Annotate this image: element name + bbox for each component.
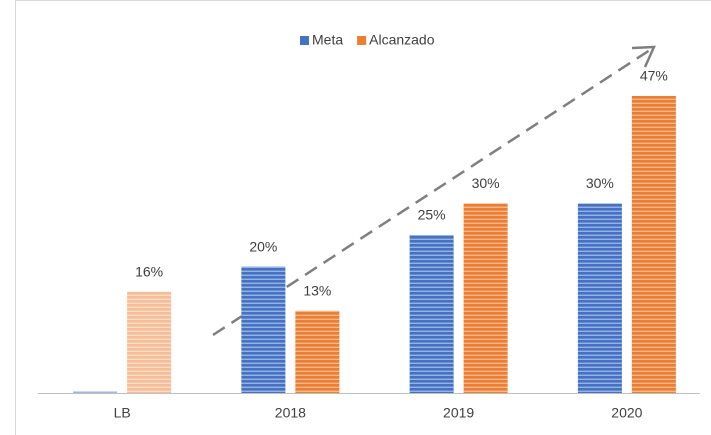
data-label: 25% bbox=[418, 207, 446, 223]
bar-texture bbox=[241, 266, 286, 393]
x-tick-label: 2019 bbox=[443, 405, 474, 421]
data-label: 13% bbox=[303, 283, 331, 299]
legend-label: Alcanzado bbox=[369, 32, 435, 48]
data-label: 16% bbox=[135, 264, 163, 280]
bar-texture bbox=[409, 235, 454, 393]
data-label: 30% bbox=[472, 175, 500, 191]
legend-swatch bbox=[300, 36, 309, 45]
x-tick-label: 2020 bbox=[611, 405, 642, 421]
trend-arrow bbox=[212, 45, 656, 337]
legend-swatch bbox=[357, 36, 367, 45]
bar-texture bbox=[73, 391, 118, 393]
x-tick-label: 2018 bbox=[275, 405, 306, 421]
frame bbox=[15, 0, 711, 435]
data-label: 20% bbox=[249, 238, 277, 254]
legend-label: Meta bbox=[312, 32, 343, 48]
bar-texture bbox=[631, 95, 676, 394]
bar-texture bbox=[127, 291, 172, 393]
x-tick-label: LB bbox=[114, 405, 131, 421]
bar-texture bbox=[295, 310, 340, 393]
bar-texture bbox=[577, 203, 622, 393]
bar-texture bbox=[463, 203, 508, 393]
data-label: 30% bbox=[586, 175, 614, 191]
data-label: 47% bbox=[640, 68, 668, 84]
